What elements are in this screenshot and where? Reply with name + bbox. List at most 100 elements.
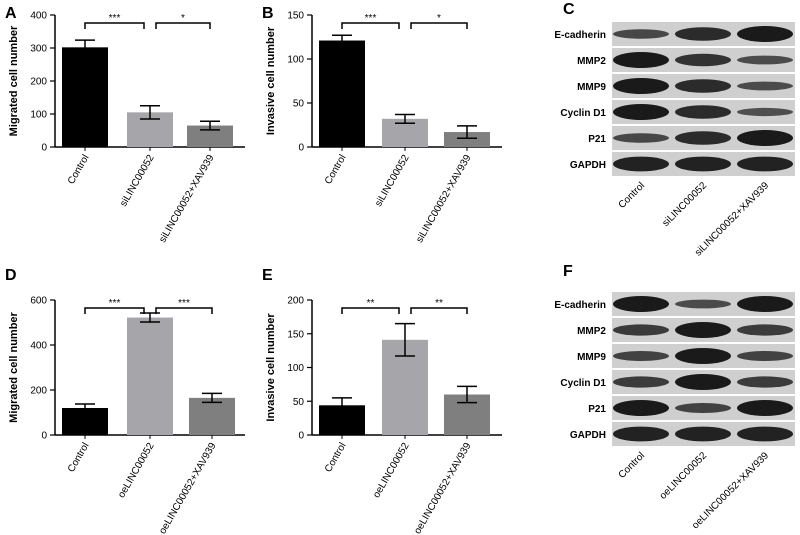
blot-band bbox=[737, 156, 793, 172]
y-tick-label: 200 bbox=[287, 296, 304, 307]
bar bbox=[444, 132, 490, 147]
blot-lane-label: Control bbox=[617, 450, 648, 481]
blot-band bbox=[613, 78, 669, 94]
significance-label: *** bbox=[365, 13, 377, 24]
y-tick-label: 0 bbox=[41, 143, 47, 154]
blot-lane-label: oeLINC00052 bbox=[658, 450, 710, 502]
y-tick-label: 600 bbox=[30, 296, 47, 307]
blot-band bbox=[675, 374, 731, 390]
blot-row-label: GAPDH bbox=[570, 430, 606, 441]
blot-band bbox=[613, 52, 669, 68]
y-tick-label: 0 bbox=[298, 143, 304, 154]
bar bbox=[62, 47, 108, 148]
y-tick-label: 50 bbox=[293, 99, 305, 110]
blot-band bbox=[613, 426, 669, 442]
blot-band bbox=[737, 324, 793, 336]
y-tick-label: 100 bbox=[30, 110, 47, 121]
blot-row-label: P21 bbox=[588, 134, 606, 145]
significance-label: * bbox=[181, 13, 185, 24]
x-tick-label: oeLINC00052 bbox=[371, 441, 412, 500]
blot-band bbox=[675, 348, 731, 364]
significance-bracket bbox=[410, 22, 468, 29]
y-tick-label: 150 bbox=[287, 11, 304, 22]
panel-label: B bbox=[262, 5, 274, 22]
significance-label: *** bbox=[109, 13, 121, 24]
blot-band bbox=[737, 351, 793, 361]
y-axis-label: Migrated cell number bbox=[8, 25, 20, 136]
y-tick-label: 150 bbox=[287, 329, 304, 340]
panel-label: A bbox=[5, 5, 17, 22]
x-tick-label: Control bbox=[323, 441, 349, 474]
blot-band bbox=[613, 296, 669, 312]
y-tick-label: 50 bbox=[293, 397, 305, 408]
blot-band bbox=[613, 29, 669, 39]
blot-band bbox=[613, 400, 669, 416]
y-tick-label: 100 bbox=[287, 363, 304, 374]
blot-band bbox=[737, 376, 793, 388]
blot-band bbox=[675, 322, 731, 338]
blot-band bbox=[675, 426, 731, 442]
blot-band bbox=[675, 79, 731, 93]
blot-row-label: MMP9 bbox=[577, 352, 606, 363]
blot-band bbox=[675, 105, 731, 119]
bar bbox=[189, 397, 235, 435]
y-tick-label: 400 bbox=[30, 341, 47, 352]
bar bbox=[319, 40, 365, 147]
y-axis-label: Migrated cell number bbox=[8, 311, 20, 422]
blot-row-label: P21 bbox=[588, 404, 606, 415]
significance-label: *** bbox=[109, 298, 121, 309]
blot-row-label: E-cadherin bbox=[554, 300, 606, 311]
significance-label: ** bbox=[435, 298, 443, 309]
y-tick-label: 400 bbox=[30, 11, 47, 22]
blot-band bbox=[737, 296, 793, 312]
significance-bracket bbox=[155, 22, 211, 29]
blot-band bbox=[737, 81, 793, 91]
blot-lane-label: siLINC00052 bbox=[660, 180, 709, 229]
x-tick-label: oeLINC00052+XAV939 bbox=[412, 441, 473, 535]
blot-band bbox=[613, 133, 669, 143]
bar bbox=[187, 125, 233, 147]
y-tick-label: 200 bbox=[30, 77, 47, 88]
y-axis-label: Invasive cell number bbox=[265, 313, 277, 422]
y-tick-label: 0 bbox=[298, 431, 304, 442]
blot-row-label: MMP9 bbox=[577, 82, 606, 93]
y-axis-label: Invasive cell number bbox=[265, 26, 277, 135]
x-tick-label: oeLINC00052+XAV939 bbox=[157, 441, 218, 535]
blot-band bbox=[675, 53, 731, 67]
significance-label: *** bbox=[178, 298, 190, 309]
bar bbox=[127, 317, 173, 435]
blot-band bbox=[613, 351, 669, 361]
blot-row-label: E-cadherin bbox=[554, 30, 606, 41]
y-tick-label: 300 bbox=[30, 44, 47, 55]
blot-row-label: GAPDH bbox=[570, 160, 606, 171]
significance-bracket bbox=[84, 22, 145, 29]
panel-label: E bbox=[262, 267, 273, 284]
significance-bracket bbox=[84, 307, 145, 314]
blot-band bbox=[737, 426, 793, 442]
blot-row-label: Cyclin D1 bbox=[560, 378, 606, 389]
blot-band bbox=[737, 26, 793, 42]
blot-row-label: MMP2 bbox=[577, 326, 606, 337]
blot-band bbox=[737, 130, 793, 146]
blot-row-label: MMP2 bbox=[577, 56, 606, 67]
significance-bracket bbox=[341, 22, 400, 29]
blot-row-label: Cyclin D1 bbox=[560, 108, 606, 119]
blot-band bbox=[675, 156, 731, 172]
significance-bracket bbox=[410, 307, 468, 314]
x-tick-label: Control bbox=[66, 153, 92, 186]
significance-label: * bbox=[437, 13, 441, 24]
blot-band bbox=[675, 27, 731, 41]
x-tick-label: oeLINC00052 bbox=[116, 441, 157, 500]
significance-bracket bbox=[155, 307, 213, 314]
x-tick-label: Control bbox=[66, 441, 92, 474]
blot-band bbox=[613, 376, 669, 388]
x-tick-label: Control bbox=[323, 153, 349, 186]
blot-band bbox=[737, 107, 793, 117]
panel-label: D bbox=[5, 267, 17, 284]
blot-band bbox=[613, 104, 669, 120]
blot-band bbox=[613, 156, 669, 172]
significance-label: ** bbox=[367, 298, 375, 309]
x-tick-label: siLINC00052 bbox=[373, 153, 412, 209]
blot-band bbox=[737, 55, 793, 65]
